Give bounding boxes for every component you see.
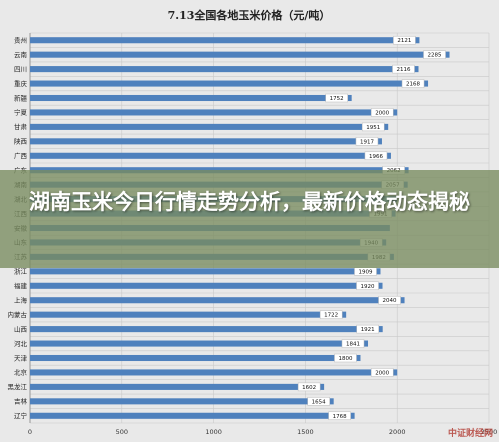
value-label-box [355,137,379,146]
x-tick-label: 1000 [205,428,222,436]
value-label-box [423,50,446,59]
value-label-box [356,281,379,291]
category-label: 四川 [14,65,27,73]
bar [30,297,405,304]
value-label: 1800 [338,356,352,362]
chart-title: 7.13全国各地玉米价格（元/吨） [168,8,331,22]
bar [30,326,383,333]
value-label: 2116 [396,67,410,73]
value-label-box [392,64,415,74]
value-label: 1841 [346,342,360,348]
value-label-box [334,353,357,363]
bar [30,268,381,275]
category-label: 北京 [14,368,28,377]
value-label: 1602 [302,385,316,391]
value-label: 2285 [428,53,442,59]
category-label: 浙江 [14,267,28,276]
value-label: 1966 [369,154,383,160]
value-label: 1917 [360,139,374,145]
bar [30,94,352,102]
category-label: 黑龙江 [8,382,28,391]
value-label-box [378,295,401,305]
x-axis-ticks: 0 500 1000 1500 2000 2500 [28,428,497,436]
x-tick-label: 1500 [297,428,314,436]
value-label: 2121 [397,38,411,44]
bar [30,398,334,405]
bar [30,66,419,73]
category-label: 吉林 [14,397,28,406]
value-label: 1768 [333,414,347,420]
category-label: 河北 [14,340,28,348]
value-label-box [325,93,348,103]
category-label: 云南 [14,50,28,59]
x-tick-label: 500 [116,428,128,436]
value-label-box [341,339,365,348]
value-label-box [370,368,394,377]
headline-overlay-band [0,170,499,268]
category-label: 新疆 [14,93,28,102]
value-label: 2168 [406,82,420,88]
x-tick-label: 2500 [481,428,498,436]
category-label: 福建 [14,281,28,290]
bar [30,369,398,376]
bar [30,354,361,362]
bar [30,282,383,289]
value-label: 2040 [383,298,397,304]
value-label: 2000 [375,370,389,376]
value-label-box [328,411,351,421]
value-label-box [370,108,394,117]
value-label-box [297,382,321,392]
value-label: 1722 [324,313,338,319]
value-label: 2000 [375,110,389,116]
value-label: 1951 [366,125,380,131]
value-label-box [401,79,425,88]
bar [30,138,382,145]
value-label-box [361,122,385,132]
category-label: 甘肃 [14,122,28,131]
value-label-box [319,310,343,319]
category-label: 山西 [14,324,28,333]
category-label: 上海 [14,296,28,305]
headline-text: 湖南玉米今日行情走势分析，最新价格动态揭秘 [29,190,470,214]
category-label: 重庆 [14,79,28,88]
value-label: 1921 [361,327,375,333]
bar [30,37,420,44]
watermark-logo: 中证财经网 [447,429,493,439]
category-label: 宁夏 [14,108,28,117]
bar [30,109,398,116]
category-label: 广西 [14,151,28,160]
category-label: 陕西 [14,137,28,146]
bar [30,152,391,159]
category-label: 贵州 [14,36,27,45]
x-tick-label: 2000 [389,428,406,436]
bar [30,311,347,318]
bar [30,412,355,419]
bar [30,123,389,130]
value-label: 1920 [361,284,375,290]
bar [30,80,429,87]
category-label: 辽宁 [14,411,28,420]
bar [30,51,450,58]
value-label-box [393,35,416,45]
bar [30,340,369,347]
category-label: 天津 [14,354,28,362]
value-label: 1654 [312,399,326,405]
value-label-box [307,397,330,406]
bar [30,383,325,390]
value-label-box [364,151,388,161]
value-label-box [356,324,379,334]
category-label: 内蒙古 [8,310,28,319]
value-label: 1752 [330,96,344,102]
value-label: 1909 [358,269,372,275]
x-tick-label: 0 [28,428,32,436]
